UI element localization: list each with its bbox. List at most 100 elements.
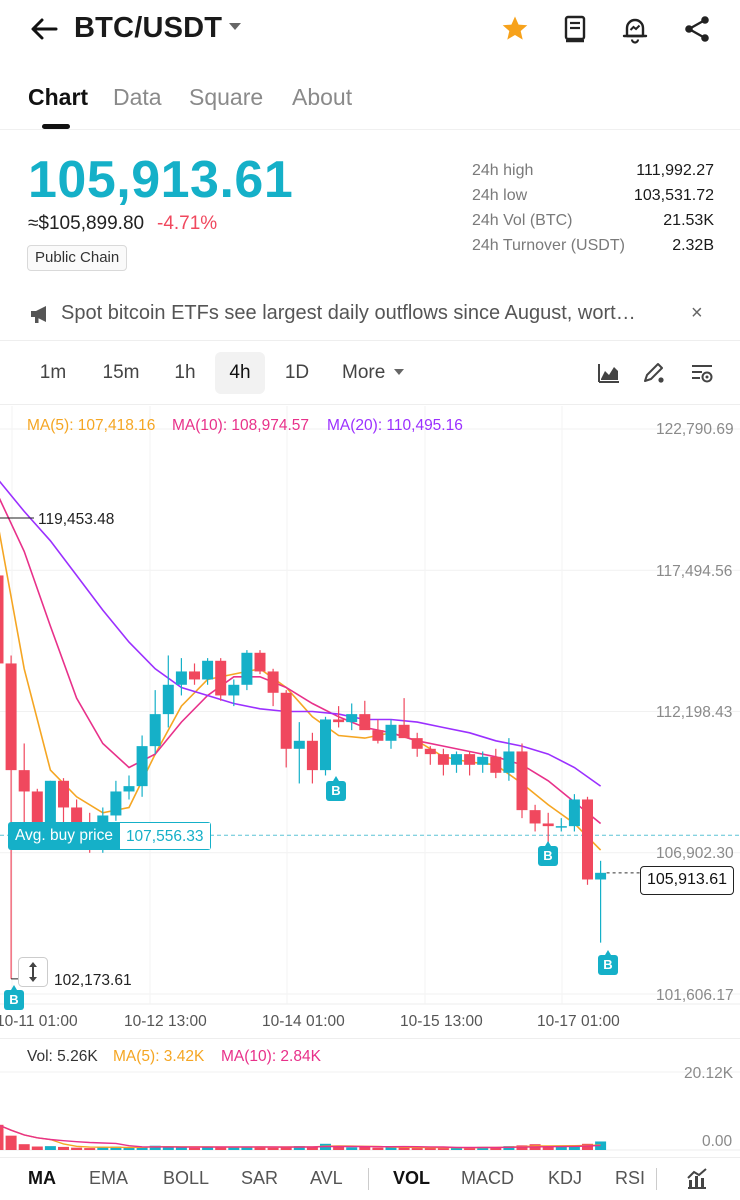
indicator-vol[interactable]: VOL	[393, 1168, 431, 1188]
candle-body	[542, 823, 554, 827]
indicator-ema[interactable]: EMA	[89, 1168, 129, 1188]
indicator-boll[interactable]: BOLL	[163, 1168, 210, 1188]
volume-bar	[411, 1148, 423, 1150]
volume-chart[interactable]	[0, 1040, 740, 1155]
news-headline[interactable]: Spot bitcoin ETFs see largest daily outf…	[61, 302, 636, 324]
price-axis-tick: 117,494.56	[656, 563, 733, 580]
volume-bar	[293, 1146, 305, 1150]
buy-marker[interactable]: B	[326, 776, 346, 801]
indicator-ma[interactable]: MA	[28, 1168, 56, 1188]
interval-more-button[interactable]: More	[342, 352, 404, 394]
back-arrow-icon[interactable]	[28, 14, 60, 44]
indicator-rsi[interactable]: RSI	[615, 1168, 646, 1188]
star-icon[interactable]	[500, 14, 530, 44]
drag-handle-icon[interactable]	[18, 957, 48, 987]
indicator-divider	[656, 1168, 657, 1190]
last-price: 105,913.61	[28, 151, 294, 209]
candle-body	[568, 799, 580, 827]
buy-marker[interactable]: B	[598, 950, 618, 975]
candle-body	[293, 740, 305, 749]
chart-settings-icon[interactable]	[689, 360, 715, 386]
volume-ma10-line	[0, 1124, 601, 1149]
indicator-sar[interactable]: SAR	[241, 1168, 279, 1188]
news-banner[interactable]: Spot bitcoin ETFs see largest daily outf…	[0, 296, 740, 332]
indicator-settings-icon[interactable]	[685, 1167, 709, 1191]
tab-chart[interactable]: Chart	[28, 84, 89, 110]
pair-title[interactable]: BTC/USDT	[74, 12, 223, 44]
divider	[0, 340, 740, 341]
candle-body	[0, 575, 4, 664]
volume-bar	[18, 1144, 30, 1150]
stat-label: 24h Turnover (USDT)	[472, 237, 625, 254]
tab-about[interactable]: About	[292, 84, 353, 110]
tab-data[interactable]: Data	[113, 84, 162, 110]
volume-bar	[280, 1146, 292, 1150]
high-annotation: 119,453.48	[38, 511, 115, 528]
tab-square[interactable]: Square	[189, 84, 264, 110]
candle-body	[202, 660, 214, 680]
volume-bar	[149, 1145, 161, 1150]
volume-bar	[254, 1147, 266, 1150]
share-icon[interactable]	[682, 14, 712, 44]
ma5-legend: MA(5): 107,418.16	[27, 417, 156, 434]
low-annotation: 102,173.61	[54, 972, 132, 989]
candle-body	[411, 738, 423, 749]
public-chain-badge[interactable]: Public Chain	[27, 245, 128, 271]
interval-4h[interactable]: 4h	[215, 352, 265, 394]
volume-bar	[228, 1146, 240, 1150]
candle-body	[5, 663, 17, 771]
chevron-down-icon[interactable]	[228, 22, 242, 32]
volume-bar	[110, 1146, 122, 1150]
interval-1h[interactable]: 1h	[174, 362, 196, 383]
candle-body	[359, 714, 371, 731]
buy-marker[interactable]: B	[538, 841, 558, 866]
price-axis-tick: 122,790.69	[656, 421, 734, 438]
volume-bar	[97, 1147, 109, 1150]
area-chart-icon[interactable]	[596, 360, 622, 386]
candle-body	[503, 751, 515, 773]
interval-1d[interactable]: 1D	[284, 362, 310, 383]
indicator-bar: MA EMA BOLL SAR AVL VOL MACD KDJ RSI	[0, 1157, 740, 1200]
volume-ma5-legend: MA(5): 3.42K	[113, 1048, 205, 1065]
volume-bar	[202, 1146, 214, 1150]
volume-bar	[346, 1147, 358, 1150]
book-icon[interactable]	[560, 14, 590, 44]
interval-1m[interactable]: 1m	[39, 362, 67, 383]
draw-tool-icon[interactable]	[641, 360, 667, 386]
indicator-macd[interactable]: MACD	[461, 1168, 514, 1188]
volume-bar	[84, 1148, 96, 1150]
price-axis-tick: 101,606.17	[656, 987, 734, 1004]
indicator-kdj[interactable]: KDJ	[548, 1168, 583, 1188]
stat-value: 21.53K	[663, 212, 714, 229]
candle-body	[267, 671, 279, 693]
volume-legend: Vol: 5.26K	[27, 1048, 98, 1065]
candle-body	[241, 652, 253, 685]
top-bar: BTC/USDT	[0, 0, 740, 58]
volume-bar	[136, 1146, 148, 1150]
stat-24h-high: 24h high 111,992.27	[470, 162, 714, 187]
time-axis-tick: 10-12 13:00	[124, 1013, 207, 1030]
avg-buy-price-tag[interactable]: Avg. buy price 107,556.33	[8, 822, 211, 850]
candle-body	[451, 754, 462, 765]
stat-24h-vol: 24h Vol (BTC) 21.53K	[470, 212, 714, 237]
candle-body	[595, 872, 607, 880]
candle-body	[175, 671, 187, 685]
volume-bar	[477, 1146, 489, 1150]
candle-body	[398, 724, 410, 739]
candle-body	[529, 810, 541, 824]
volume-bar	[306, 1146, 318, 1150]
buy-marker[interactable]: B	[4, 985, 24, 1010]
volume-bar	[503, 1146, 515, 1150]
interval-15m[interactable]: 15m	[102, 362, 140, 383]
candlestick-chart[interactable]	[0, 406, 740, 1011]
volume-bar	[398, 1146, 410, 1150]
close-icon[interactable]: ×	[691, 302, 703, 324]
volume-bar	[555, 1146, 567, 1150]
candle-body	[18, 770, 30, 792]
indicator-avl[interactable]: AVL	[310, 1168, 343, 1188]
alert-bell-icon[interactable]	[620, 14, 650, 44]
ma20-legend: MA(20): 110,495.16	[327, 417, 463, 434]
volume-bar	[582, 1143, 593, 1150]
volume-bar	[568, 1145, 580, 1150]
stats-panel: 24h high 111,992.27 24h low 103,531.72 2…	[470, 162, 714, 262]
